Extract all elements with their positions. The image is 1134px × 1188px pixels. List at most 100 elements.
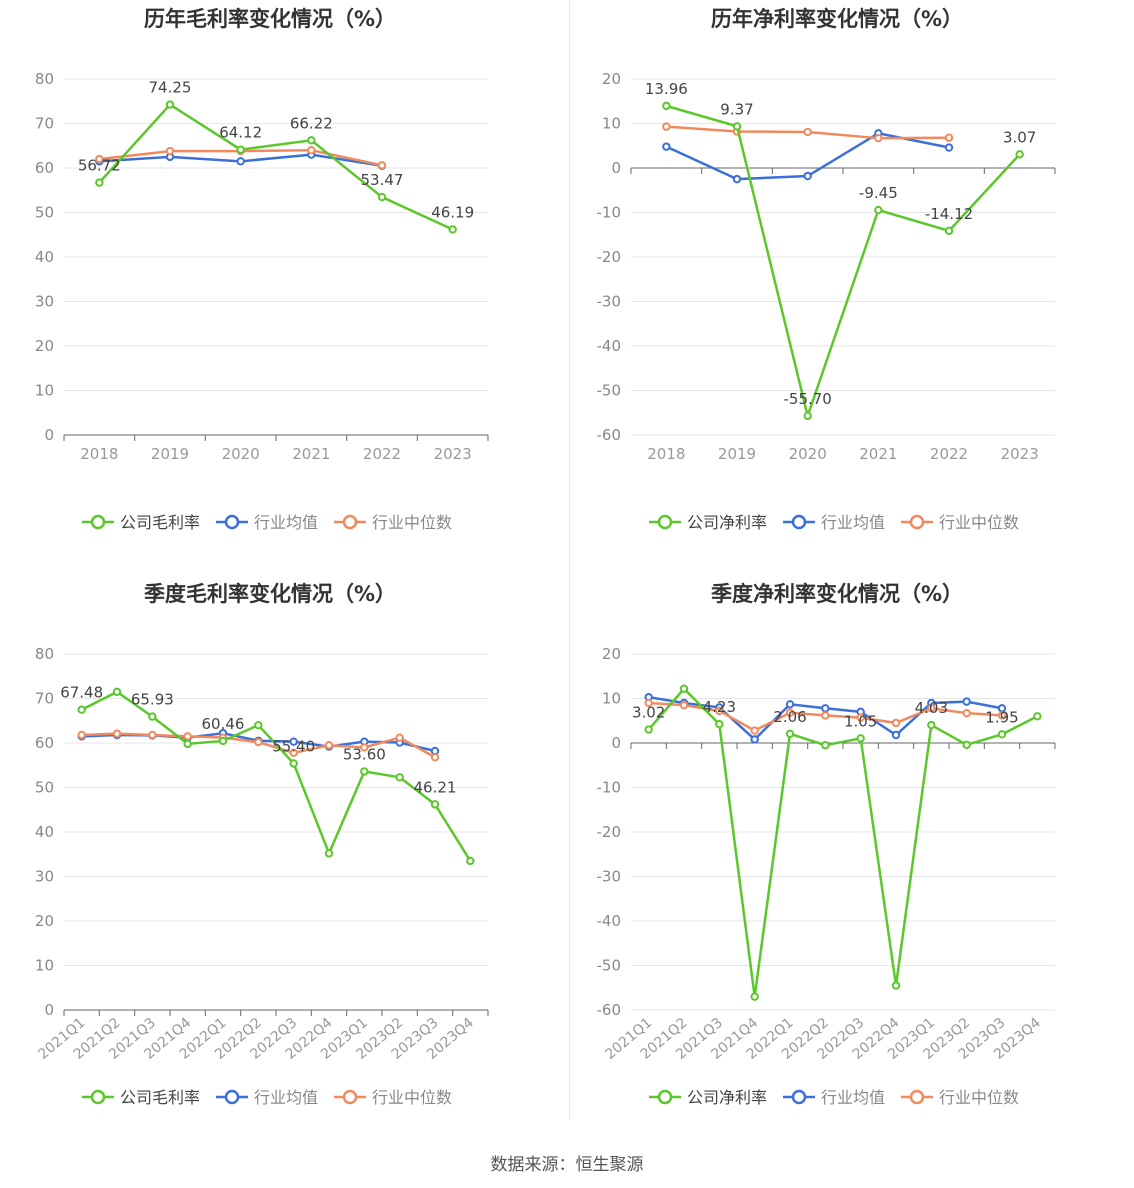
y-tick-label: -10 xyxy=(597,779,622,797)
median-point xyxy=(360,743,369,752)
median-point xyxy=(962,708,971,718)
legend-marker xyxy=(342,1089,358,1105)
data-label: -55.70 xyxy=(783,390,831,408)
median-point xyxy=(997,711,1007,720)
data-label: 60.46 xyxy=(202,715,245,733)
x-tick-label: 2020 xyxy=(222,445,260,463)
avg-point xyxy=(891,730,901,740)
y-tick-label: 40 xyxy=(35,248,54,266)
avg-point xyxy=(236,157,245,166)
company-point xyxy=(644,725,653,734)
legend-item-avg: 行业均值 xyxy=(216,1088,318,1107)
vertical-divider xyxy=(569,0,570,1120)
avg-point xyxy=(662,142,671,151)
data-label: -14.12 xyxy=(925,205,973,223)
data-label: 9.37 xyxy=(720,100,753,118)
median-point xyxy=(856,713,865,722)
y-tick-label: 50 xyxy=(35,204,54,222)
legend-label: 行业中位数 xyxy=(939,1088,1019,1107)
x-tick-label: 2023 xyxy=(1001,445,1039,463)
x-tick-label: 2019 xyxy=(151,445,189,463)
chart-svg: 历年净利率变化情况（%） -60 -50 -40 -30 -20 -10 0 10 20 2018 2… xyxy=(597,7,1056,532)
company-point xyxy=(218,736,228,746)
y-tick-label: 60 xyxy=(35,159,54,177)
data-label: 67.48 xyxy=(60,684,103,702)
median-point xyxy=(324,741,334,750)
data-label: 46.21 xyxy=(414,778,457,796)
y-tick-label: 0 xyxy=(611,159,621,177)
company-point xyxy=(750,992,759,1001)
legend-label: 公司毛利率 xyxy=(120,1088,200,1107)
x-tick-label: 2018 xyxy=(647,445,685,463)
legend-item-median: 行业中位数 xyxy=(901,513,1019,532)
quarterly-net-margin-chart: 季度净利率变化情况（%） -60 -50 -40 -30 -20 -10 0 10 20 2021Q… xyxy=(567,575,1134,1150)
y-tick-label: 80 xyxy=(35,70,54,88)
company-point xyxy=(324,849,334,858)
median-point xyxy=(289,748,298,757)
data-label: 74.25 xyxy=(149,79,192,97)
median-point xyxy=(679,700,689,710)
data-label: 4.03 xyxy=(915,699,948,717)
data-label: 1.05 xyxy=(844,712,877,730)
median-point xyxy=(891,718,901,728)
x-tick-label: 2018 xyxy=(80,445,118,463)
company-point xyxy=(165,100,175,109)
company-point xyxy=(448,225,457,234)
median-point xyxy=(77,730,86,740)
legend-item-avg: 行业均值 xyxy=(216,513,318,532)
legend-marker xyxy=(342,514,358,530)
median-point xyxy=(750,726,759,735)
company-point xyxy=(803,411,812,421)
y-tick-label: -20 xyxy=(597,248,622,266)
data-label: 3.02 xyxy=(632,704,665,722)
median-point xyxy=(254,737,263,747)
data-label: 64.12 xyxy=(219,124,262,142)
data-label: 3.07 xyxy=(1003,128,1036,146)
y-tick-label: 50 xyxy=(35,779,54,797)
y-tick-label: 10 xyxy=(602,690,621,708)
company-point xyxy=(715,719,724,729)
avg-point xyxy=(750,735,759,744)
company-point xyxy=(236,145,245,154)
company-point xyxy=(360,767,369,776)
data-label: 46.19 xyxy=(431,203,474,221)
y-tick-label: 70 xyxy=(35,690,54,708)
legend-label: 行业均值 xyxy=(821,513,885,532)
y-tick-label: -30 xyxy=(597,293,622,311)
y-tick-label: -50 xyxy=(597,382,622,400)
y-tick-label: -40 xyxy=(597,337,622,355)
median-point xyxy=(927,704,936,713)
legend-label: 公司净利率 xyxy=(687,1088,767,1107)
avg-point xyxy=(785,700,795,709)
y-tick-label: -40 xyxy=(597,912,622,930)
company-point xyxy=(466,856,475,866)
median-point xyxy=(377,161,387,170)
legend-marker xyxy=(224,514,240,530)
company-point xyxy=(785,729,795,739)
legend-item-avg: 行业均值 xyxy=(783,1088,885,1107)
avg-point xyxy=(289,737,298,746)
avg-point xyxy=(821,704,830,713)
median-point xyxy=(95,154,104,164)
company-point xyxy=(254,721,263,730)
chart-svg: 历年毛利率变化情况（%） 0 10 20 30 40 50 60 70 80 2018 2019 202… xyxy=(35,7,489,532)
median-point xyxy=(430,753,440,762)
company-series-line xyxy=(665,104,1021,421)
chart-title: 季度毛利率变化情况（%） xyxy=(144,582,396,606)
legend-item-median: 行业中位数 xyxy=(334,1088,452,1107)
quarterly-gross-margin-chart: 季度毛利率变化情况（%） 0 10 20 30 40 50 60 70 80 2021Q1 2021Q… xyxy=(0,575,567,1150)
y-tick-label: 30 xyxy=(35,293,54,311)
company-point xyxy=(77,705,86,714)
median-point xyxy=(183,732,192,741)
data-label: 4.23 xyxy=(703,698,736,716)
median-point xyxy=(112,729,122,738)
median-point xyxy=(821,711,830,720)
avg-point xyxy=(944,143,954,152)
median-point xyxy=(307,146,316,155)
company-point xyxy=(679,684,689,693)
median-point xyxy=(395,733,404,742)
data-label: -9.45 xyxy=(859,184,898,202)
legend-label: 行业中位数 xyxy=(372,1088,452,1107)
y-tick-label: 0 xyxy=(611,734,621,752)
y-tick-label: 0 xyxy=(44,1001,54,1019)
